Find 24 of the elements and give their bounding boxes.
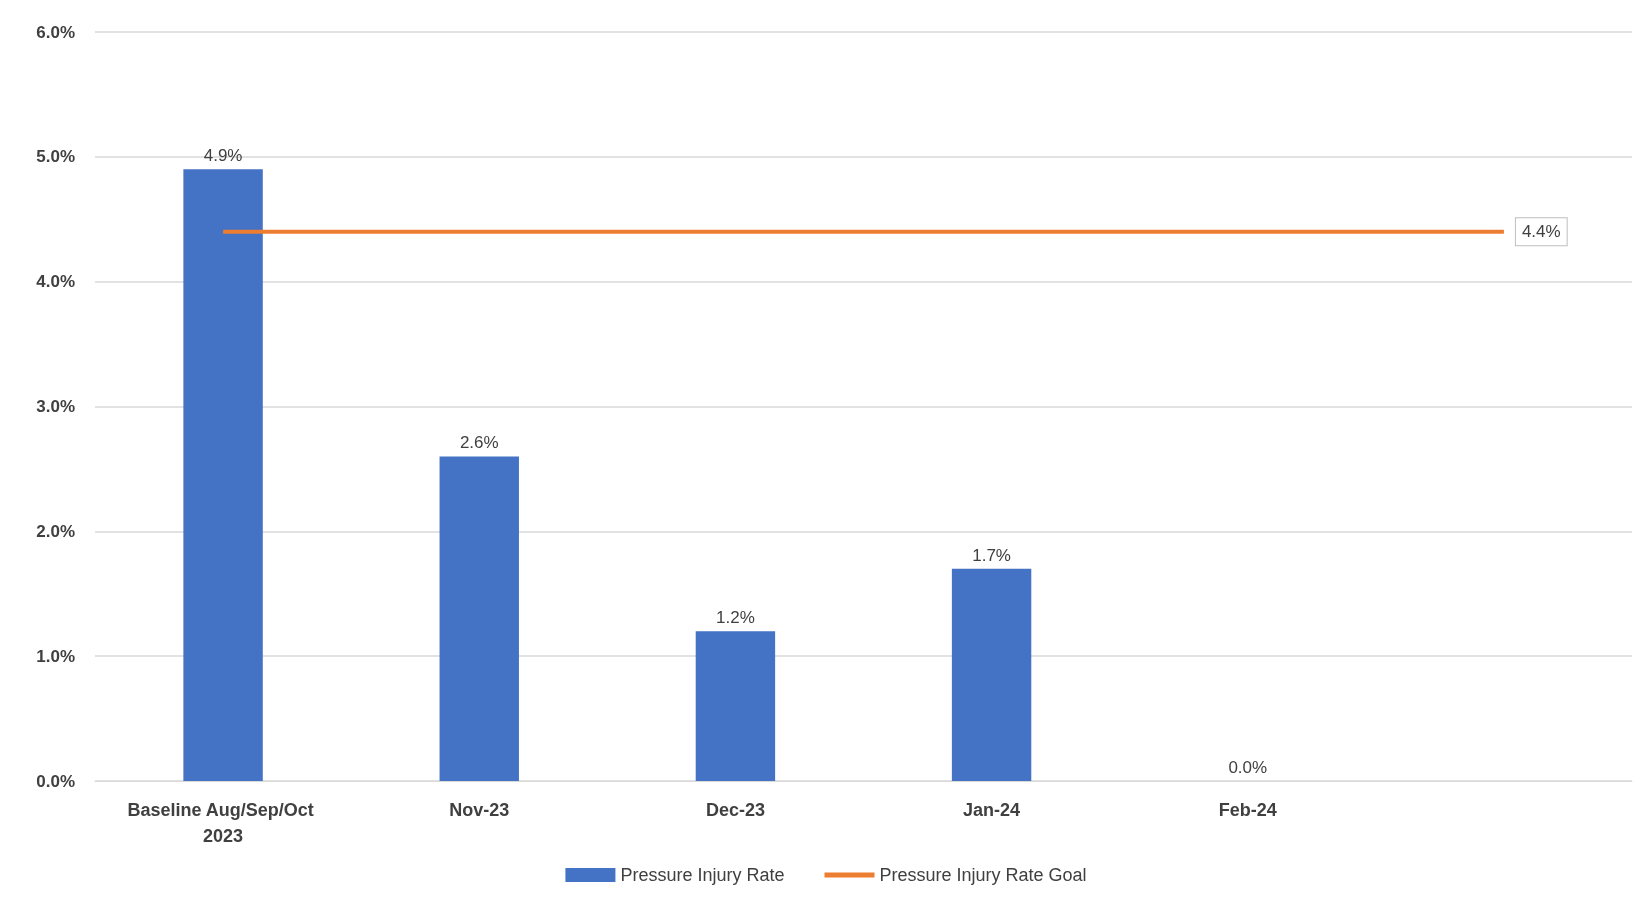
x-tick-label: Feb-24 <box>1218 800 1277 820</box>
bar <box>439 456 519 781</box>
bar <box>183 169 263 781</box>
y-tick-label: 6.0% <box>36 22 75 42</box>
y-tick-label: 2.0% <box>36 521 75 541</box>
data-label: 1.2% <box>716 608 755 628</box>
y-tick-label: 1.0% <box>36 646 75 666</box>
data-label: 4.4% <box>1521 222 1561 242</box>
x-tick-label: Dec-23 <box>705 800 765 820</box>
x-tick-label: Jan-24 <box>963 800 1021 820</box>
y-tick-label: 5.0% <box>36 147 75 167</box>
legend-label: Pressure Injury Rate Goal <box>879 865 1087 885</box>
y-tick-label: 4.0% <box>36 272 75 292</box>
legend-label: Pressure Injury Rate <box>620 865 785 885</box>
x-tick-label: Nov-23 <box>449 800 510 820</box>
data-label: 4.9% <box>203 146 243 166</box>
data-label: 2.6% <box>459 433 499 453</box>
bar <box>695 631 776 781</box>
y-tick-label: 0.0% <box>36 771 75 791</box>
x-tick-label: Baseline Aug/Sep/Oct 2023 <box>127 800 319 846</box>
data-label: 1.7% <box>972 545 1011 565</box>
y-tick-label: 3.0% <box>36 397 75 416</box>
data-label: 0.0% <box>1228 758 1268 777</box>
bar <box>951 568 1032 781</box>
